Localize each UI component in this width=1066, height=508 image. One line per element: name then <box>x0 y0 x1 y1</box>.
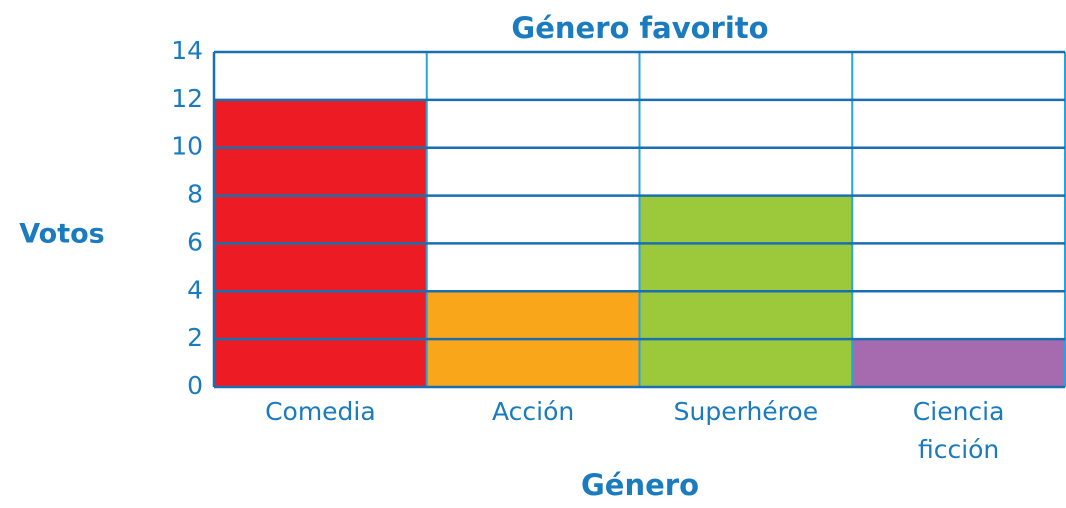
y-axis-label: Votos <box>19 219 105 250</box>
x-tick-label: Acción <box>492 397 575 426</box>
bar <box>852 339 1065 387</box>
x-tick-label: Comedia <box>265 397 376 426</box>
y-tick-label: 12 <box>171 84 203 113</box>
y-tick-label: 10 <box>171 132 203 161</box>
x-axis-label: Género <box>581 468 699 502</box>
y-tick-label: 14 <box>171 36 203 65</box>
x-tick-label: Ciencia ficción <box>912 397 1005 464</box>
y-tick-label: 2 <box>187 323 203 352</box>
y-tick-label: 8 <box>187 180 203 209</box>
chart-title: Género favorito <box>511 11 768 45</box>
y-tick-label: 0 <box>187 371 203 400</box>
y-tick-label: 4 <box>187 275 203 304</box>
x-tick-label: Superhéroe <box>673 397 819 426</box>
y-tick-label: 6 <box>187 227 203 256</box>
